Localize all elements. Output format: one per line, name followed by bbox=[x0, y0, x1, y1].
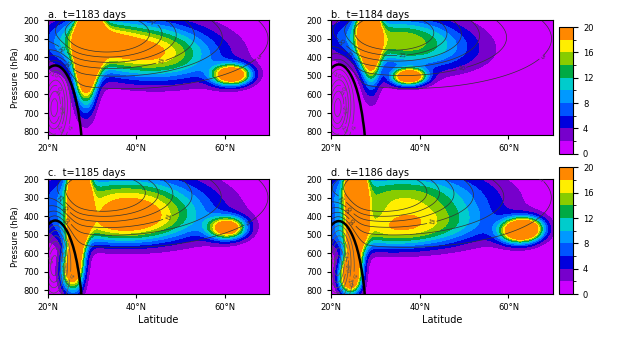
Text: -25: -25 bbox=[341, 105, 346, 116]
Text: -20: -20 bbox=[343, 263, 349, 273]
Text: -15: -15 bbox=[55, 124, 65, 135]
Text: -10: -10 bbox=[331, 71, 342, 80]
Text: a.  t=1183 days: a. t=1183 days bbox=[48, 9, 126, 20]
Text: 15: 15 bbox=[157, 58, 166, 65]
Text: 25: 25 bbox=[398, 53, 406, 58]
Text: -15: -15 bbox=[61, 249, 68, 260]
Text: -25: -25 bbox=[329, 255, 335, 266]
Text: -15: -15 bbox=[339, 124, 348, 135]
Text: -25: -25 bbox=[58, 105, 63, 116]
Text: d.  t=1186 days: d. t=1186 days bbox=[332, 168, 410, 178]
Text: -10: -10 bbox=[48, 72, 59, 79]
Text: 10: 10 bbox=[457, 65, 466, 72]
Y-axis label: Pressure (hPa): Pressure (hPa) bbox=[12, 47, 20, 108]
Text: -25: -25 bbox=[45, 255, 52, 266]
Text: -5: -5 bbox=[68, 272, 73, 279]
Text: -20: -20 bbox=[340, 85, 348, 96]
Text: 20: 20 bbox=[59, 45, 68, 54]
X-axis label: Latitude: Latitude bbox=[139, 315, 179, 325]
Text: 5: 5 bbox=[244, 220, 250, 226]
Text: 20: 20 bbox=[345, 206, 355, 215]
Text: 20: 20 bbox=[338, 38, 347, 47]
Text: 10: 10 bbox=[348, 218, 357, 227]
Text: 25: 25 bbox=[338, 195, 347, 203]
X-axis label: Latitude: Latitude bbox=[422, 315, 462, 325]
Text: 5: 5 bbox=[255, 54, 261, 60]
Text: 10: 10 bbox=[63, 216, 72, 225]
Text: -10: -10 bbox=[345, 277, 353, 288]
Y-axis label: Pressure (hPa): Pressure (hPa) bbox=[12, 206, 20, 267]
Text: 15: 15 bbox=[345, 50, 355, 59]
Text: 5: 5 bbox=[539, 54, 544, 60]
Text: 5: 5 bbox=[539, 176, 544, 183]
Text: 25: 25 bbox=[58, 194, 66, 203]
Text: -10: -10 bbox=[62, 277, 69, 288]
Text: 20: 20 bbox=[62, 204, 71, 214]
Text: -15: -15 bbox=[345, 249, 351, 260]
Text: b.  t=1184 days: b. t=1184 days bbox=[332, 9, 410, 20]
Text: 15: 15 bbox=[163, 214, 172, 221]
Text: -20: -20 bbox=[60, 263, 66, 273]
Text: 25: 25 bbox=[150, 17, 158, 26]
Text: -5: -5 bbox=[351, 272, 357, 279]
Text: -20: -20 bbox=[56, 85, 65, 96]
Text: c.  t=1185 days: c. t=1185 days bbox=[48, 168, 125, 178]
Text: 15: 15 bbox=[427, 219, 436, 226]
Text: 10: 10 bbox=[65, 60, 73, 69]
Text: -5: -5 bbox=[349, 124, 355, 131]
Text: -5: -5 bbox=[65, 124, 72, 131]
